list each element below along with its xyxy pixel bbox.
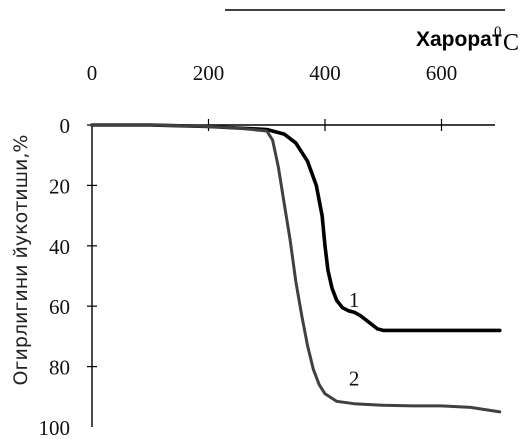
- y-axis-label: Огирлигини йукотиши,%: [10, 135, 32, 386]
- y-tick-label: 60: [49, 295, 70, 319]
- y-tick-label: 20: [49, 174, 70, 198]
- x-tick-label: 400: [309, 61, 341, 85]
- x-tick-label: 200: [193, 61, 225, 85]
- series-group: [90, 123, 502, 414]
- axes: [91, 124, 495, 427]
- x-tick-label: 600: [426, 61, 458, 85]
- series-line-2: [90, 123, 502, 414]
- x-ticks: 0 200 400 600: [87, 61, 458, 131]
- series-label-2: 2: [349, 367, 360, 391]
- y-ticks: 0 20 40 60 80 100: [39, 114, 97, 439]
- series-labels: 12: [349, 288, 360, 391]
- series-line-1: [90, 123, 502, 333]
- chart-title: Харорат: [416, 28, 502, 51]
- title-unit-superscript: 0: [494, 24, 502, 40]
- y-tick-label: 0: [60, 114, 71, 138]
- y-tick-label: 40: [49, 235, 70, 259]
- y-tick-label: 80: [49, 356, 70, 380]
- x-tick-label: 0: [87, 61, 98, 85]
- title-unit: C: [503, 30, 519, 56]
- y-tick-label: 100: [39, 416, 71, 439]
- series-label-1: 1: [349, 288, 360, 312]
